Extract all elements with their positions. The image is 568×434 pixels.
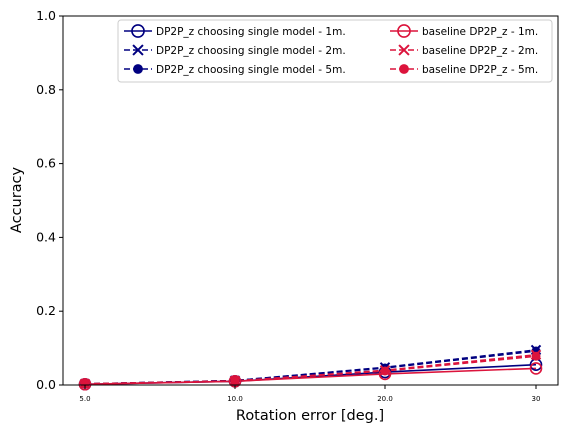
data-point: [531, 351, 541, 361]
legend-label: DP2P_z choosing single model - 2m.: [156, 45, 346, 57]
series-markers: [78, 344, 543, 391]
plot-frame: [62, 15, 559, 386]
legend-marker: [397, 24, 411, 38]
y-tick-label: 0.6: [36, 156, 56, 171]
legend: DP2P_z choosing single model - 1m. DP2P_z…: [117, 19, 553, 83]
y-tick-label: 0.2: [36, 303, 56, 318]
data-point: [230, 376, 240, 386]
x-axis-label: Rotation error [deg.]: [236, 408, 384, 424]
legend-label: baseline DP2P_z - 2m.: [422, 45, 538, 57]
legend-entry: baseline DP2P_z - 2m.: [390, 44, 538, 57]
legend-label: DP2P_z choosing single model - 5m.: [156, 64, 346, 76]
x-tick-label: 30: [532, 395, 541, 403]
legend-marker: [131, 24, 145, 38]
legend-marker: [398, 44, 410, 56]
legend-label: baseline DP2P_z - 5m.: [422, 64, 538, 76]
x-tick-label: 20.0: [377, 395, 393, 403]
series-lines: [84, 349, 537, 386]
y-axis: 0.0 0.2 0.4 0.6 0.8 1.0: [36, 8, 63, 392]
legend-entry: DP2P_z choosing single model - 2m.: [124, 44, 346, 57]
x-axis: 5.0 10.0 20.0 30: [79, 385, 540, 403]
legend-entry: DP2P_z choosing single model - 5m.: [124, 64, 346, 76]
y-tick-label: 0.0: [36, 377, 56, 392]
y-tick-label: 0.8: [36, 82, 56, 97]
data-point: [380, 366, 390, 376]
legend-marker: [399, 64, 409, 74]
x-tick-label: 5.0: [79, 395, 90, 403]
legend-label: DP2P_z choosing single model - 1m.: [156, 26, 346, 38]
legend-entry: DP2P_z choosing single model - 1m.: [124, 24, 346, 38]
legend-entry: baseline DP2P_z - 5m.: [390, 64, 538, 76]
x-tick-label: 10.0: [227, 395, 243, 403]
legend-marker: [132, 44, 144, 56]
y-tick-label: 0.4: [36, 229, 56, 244]
y-axis-label: Accuracy: [9, 166, 25, 233]
y-tick-label: 1.0: [36, 8, 56, 23]
data-point: [78, 377, 92, 391]
legend-box: [117, 19, 553, 83]
data-point: [529, 362, 543, 375]
legend-label: baseline DP2P_z - 1m.: [422, 26, 538, 38]
series-line-6: [84, 355, 537, 385]
legend-marker: [133, 64, 143, 74]
legend-entry: baseline DP2P_z - 1m.: [390, 24, 538, 38]
